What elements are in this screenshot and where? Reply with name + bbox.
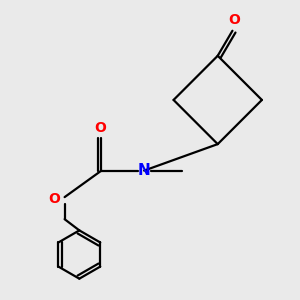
Text: O: O xyxy=(228,13,240,27)
Text: N: N xyxy=(138,163,151,178)
Text: O: O xyxy=(48,192,60,206)
Text: O: O xyxy=(94,121,106,135)
